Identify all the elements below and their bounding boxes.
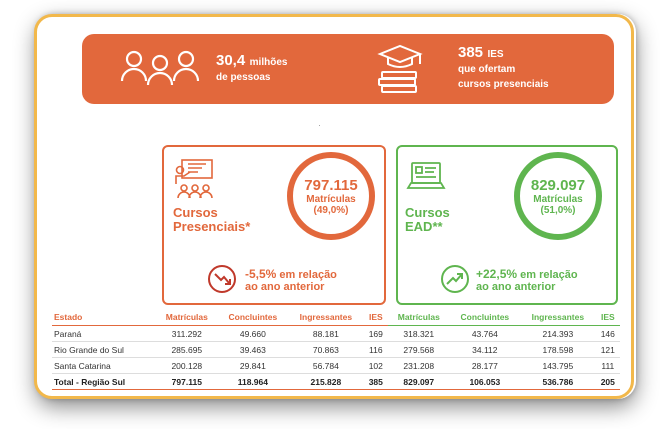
table-cell: 311.292 [156,325,218,342]
table-cell: 215.828 [288,373,364,390]
table-cell: 121 [595,341,620,358]
ies-value: 385 [458,44,484,61]
ead-title: Cursos EAD** [405,206,450,234]
header-ead-ingressantes: Ingressantes [520,309,596,326]
table-cell: 205 [595,373,620,390]
header-estado: Estado [52,309,156,326]
cell-state: Rio Grande do Sul [52,341,156,358]
table-cell: 178.598 [520,341,596,358]
presencial-trend-pct: -5,5% [245,267,277,281]
header-pres-concluintes: Concluintes [217,309,289,326]
table-cell: 49.660 [217,325,289,342]
table-cell: 118.964 [217,373,289,390]
laptop-icon [406,162,446,189]
table-cell: 28.177 [449,357,521,374]
table-cell: 56.784 [288,357,364,374]
people-icon [120,50,200,86]
header-ead-ies: IES [595,309,620,326]
ead-matriculas-value: 829.097 [530,176,586,194]
population-unit: milhões [249,57,288,68]
presencial-trend-text-2: ao ano anterior [245,281,325,293]
presencial-panel [162,145,386,305]
trend-down-icon [208,265,236,293]
graduation-books-icon [377,44,423,93]
population-label: de pessoas [216,72,271,83]
table-row: Santa Catarina 200.128 29.841 56.784 102… [52,357,620,374]
table-cell: 29.841 [217,357,289,374]
table-cell: 88.181 [288,325,364,342]
header-ead-matriculas: Matrículas [387,309,450,326]
presencial-title-2: Presenciais* [173,219,251,234]
cell-state: Total - Região Sul [52,373,156,390]
header-pres-matriculas: Matrículas [156,309,218,326]
ead-panel [396,145,618,305]
presencial-matriculas-circle: 797.115 Matrículas (49,0%) [287,152,375,240]
table-cell: 797.115 [156,373,218,390]
cell-state: Paraná [52,325,156,342]
ead-trend-pct: +22,5% [476,267,518,281]
region-data-table: Estado Matrículas Concluintes Ingressant… [52,309,620,390]
table-total-row: Total - Região Sul 797.115 118.964 215.8… [52,373,620,390]
ead-title-1: Cursos [405,205,450,220]
table-cell: 116 [363,341,388,358]
ies-text: 385 IES que ofertam cursos presenciais [458,44,549,91]
population-text: 30,4 milhões de pessoas [216,52,288,84]
presencial-trend: -5,5% em relação ao ano anterior [245,268,337,293]
table-cell: 385 [363,373,388,390]
presencial-title: Cursos Presenciais* [173,206,250,234]
table-cell: 829.097 [387,373,450,390]
table-cell: 39.463 [217,341,289,358]
presencial-matriculas-value: 797.115 [304,176,358,194]
ead-matriculas-circle: 829.097 Matrículas (51,0%) [514,152,602,240]
table-cell: 111 [595,357,620,374]
ead-matriculas-label: Matrículas [533,193,583,205]
table-cell: 146 [595,325,620,342]
classroom-presentation-icon [175,159,213,199]
table-cell: 279.568 [387,341,450,358]
presencial-matriculas-label: Matrículas [306,193,356,205]
table-cell: 106.053 [449,373,521,390]
table-cell: 34.112 [449,341,521,358]
ead-trend-text-2: ao ano anterior [476,281,556,293]
ies-label-1: que ofertam [458,64,516,75]
header-pres-ies: IES [363,309,388,326]
ies-unit: IES [487,49,504,60]
header-pres-ingressantes: Ingressantes [288,309,364,326]
presencial-trend-text-1: em relação [279,269,337,281]
ead-matriculas-share: (51,0%) [540,204,576,216]
table-cell: 43.764 [449,325,521,342]
ead-title-2: EAD** [405,219,443,234]
cell-state: Santa Catarina [52,357,156,374]
ead-trend: +22,5% em relação ao ano anterior [476,268,578,293]
table-cell: 143.795 [520,357,596,374]
header-ead-concluintes: Concluintes [449,309,521,326]
table-cell: 70.863 [288,341,364,358]
table-cell: 200.128 [156,357,218,374]
table-cell: 231.208 [387,357,450,374]
trend-up-icon [441,265,469,293]
table-cell: 169 [363,325,388,342]
table-cell: 318.321 [387,325,450,342]
table-cell: 285.695 [156,341,218,358]
population-value: 30,4 [216,52,246,69]
table-cell: 536.786 [520,373,596,390]
table-row: Rio Grande do Sul 285.695 39.463 70.863 … [52,341,620,358]
table-row: Paraná 311.292 49.660 88.181 169 318.321… [52,325,620,342]
summary-banner: 30,4 milhões de pessoas 385 IES que ofer… [82,34,614,104]
presencial-title-1: Cursos [173,205,218,220]
table-cell: 214.393 [520,325,596,342]
cursor-mark: · [318,120,321,130]
table-cell: 102 [363,357,388,374]
presencial-matriculas-share: (49,0%) [313,204,349,216]
table-header-row: Estado Matrículas Concluintes Ingressant… [52,309,620,326]
ead-trend-text-1: em relação [520,269,578,281]
ies-label-2: cursos presenciais [458,79,549,90]
